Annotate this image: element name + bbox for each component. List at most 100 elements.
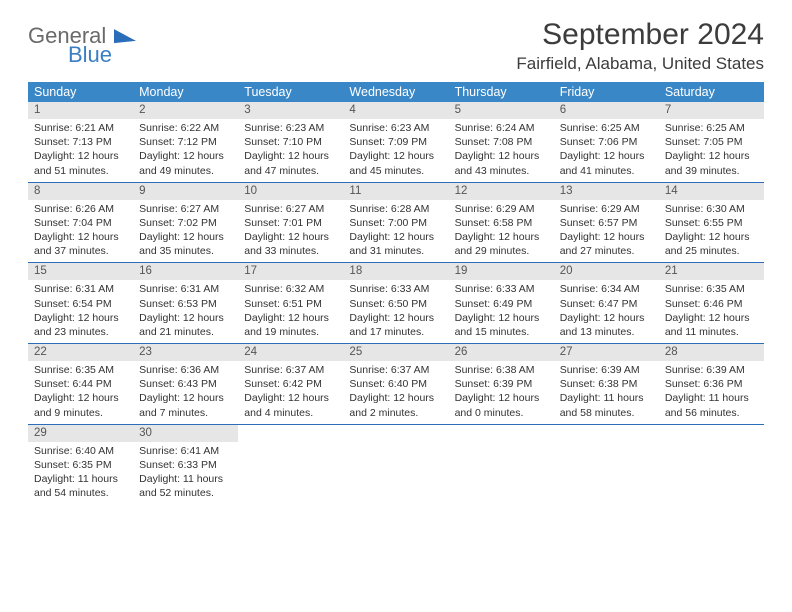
daylight-text-2: and 51 minutes.	[34, 164, 127, 178]
sunset-text: Sunset: 7:06 PM	[560, 135, 653, 149]
daylight-text-2: and 9 minutes.	[34, 406, 127, 420]
daylight-text-1: Daylight: 12 hours	[665, 149, 758, 163]
day-cell	[554, 425, 659, 505]
daylight-text-1: Daylight: 12 hours	[349, 391, 442, 405]
day-cell: 3Sunrise: 6:23 AMSunset: 7:10 PMDaylight…	[238, 102, 343, 182]
daylight-text-2: and 31 minutes.	[349, 244, 442, 258]
day-cell: 22Sunrise: 6:35 AMSunset: 6:44 PMDayligh…	[28, 344, 133, 424]
sunset-text: Sunset: 6:50 PM	[349, 297, 442, 311]
sunrise-text: Sunrise: 6:38 AM	[455, 363, 548, 377]
day-info: Sunrise: 6:39 AMSunset: 6:38 PMDaylight:…	[554, 361, 659, 424]
sunset-text: Sunset: 6:55 PM	[665, 216, 758, 230]
day-cell: 7Sunrise: 6:25 AMSunset: 7:05 PMDaylight…	[659, 102, 764, 182]
day-number: 30	[133, 425, 238, 442]
daylight-text-1: Daylight: 11 hours	[665, 391, 758, 405]
day-info: Sunrise: 6:28 AMSunset: 7:00 PMDaylight:…	[343, 200, 448, 263]
day-number: 12	[449, 183, 554, 200]
sunrise-text: Sunrise: 6:21 AM	[34, 121, 127, 135]
daylight-text-1: Daylight: 12 hours	[455, 230, 548, 244]
daylight-text-1: Daylight: 12 hours	[349, 149, 442, 163]
day-cell: 6Sunrise: 6:25 AMSunset: 7:06 PMDaylight…	[554, 102, 659, 182]
day-number: 29	[28, 425, 133, 442]
sunrise-text: Sunrise: 6:28 AM	[349, 202, 442, 216]
weekday-header: Monday	[133, 82, 238, 102]
weekday-header: Saturday	[659, 82, 764, 102]
daylight-text-2: and 41 minutes.	[560, 164, 653, 178]
daylight-text-1: Daylight: 12 hours	[455, 391, 548, 405]
calendar-page: General Blue September 2024 Fairfield, A…	[0, 0, 792, 522]
day-info: Sunrise: 6:29 AMSunset: 6:58 PMDaylight:…	[449, 200, 554, 263]
day-info	[449, 442, 554, 500]
day-info: Sunrise: 6:23 AMSunset: 7:10 PMDaylight:…	[238, 119, 343, 182]
day-info: Sunrise: 6:33 AMSunset: 6:50 PMDaylight:…	[343, 280, 448, 343]
daylight-text-2: and 49 minutes.	[139, 164, 232, 178]
day-number: 28	[659, 344, 764, 361]
day-number: 11	[343, 183, 448, 200]
sunrise-text: Sunrise: 6:26 AM	[34, 202, 127, 216]
day-info: Sunrise: 6:37 AMSunset: 6:42 PMDaylight:…	[238, 361, 343, 424]
daylight-text-1: Daylight: 12 hours	[139, 230, 232, 244]
daylight-text-1: Daylight: 12 hours	[34, 391, 127, 405]
daylight-text-1: Daylight: 12 hours	[244, 391, 337, 405]
day-number: 22	[28, 344, 133, 361]
day-info: Sunrise: 6:35 AMSunset: 6:44 PMDaylight:…	[28, 361, 133, 424]
weekday-header-row: Sunday Monday Tuesday Wednesday Thursday…	[28, 82, 764, 102]
day-info: Sunrise: 6:24 AMSunset: 7:08 PMDaylight:…	[449, 119, 554, 182]
day-info: Sunrise: 6:38 AMSunset: 6:39 PMDaylight:…	[449, 361, 554, 424]
day-number: 18	[343, 263, 448, 280]
day-info: Sunrise: 6:32 AMSunset: 6:51 PMDaylight:…	[238, 280, 343, 343]
sunset-text: Sunset: 7:13 PM	[34, 135, 127, 149]
day-cell: 13Sunrise: 6:29 AMSunset: 6:57 PMDayligh…	[554, 183, 659, 263]
daylight-text-1: Daylight: 12 hours	[665, 230, 758, 244]
sunrise-text: Sunrise: 6:33 AM	[349, 282, 442, 296]
sunset-text: Sunset: 6:43 PM	[139, 377, 232, 391]
daylight-text-1: Daylight: 11 hours	[139, 472, 232, 486]
weekday-header: Wednesday	[343, 82, 448, 102]
day-number: 19	[449, 263, 554, 280]
day-cell: 25Sunrise: 6:37 AMSunset: 6:40 PMDayligh…	[343, 344, 448, 424]
day-cell: 23Sunrise: 6:36 AMSunset: 6:43 PMDayligh…	[133, 344, 238, 424]
sunset-text: Sunset: 6:57 PM	[560, 216, 653, 230]
sunrise-text: Sunrise: 6:35 AM	[34, 363, 127, 377]
day-info: Sunrise: 6:25 AMSunset: 7:06 PMDaylight:…	[554, 119, 659, 182]
daylight-text-2: and 19 minutes.	[244, 325, 337, 339]
day-info: Sunrise: 6:29 AMSunset: 6:57 PMDaylight:…	[554, 200, 659, 263]
day-number: 13	[554, 183, 659, 200]
sunset-text: Sunset: 7:08 PM	[455, 135, 548, 149]
daylight-text-2: and 17 minutes.	[349, 325, 442, 339]
daylight-text-2: and 35 minutes.	[139, 244, 232, 258]
sunrise-text: Sunrise: 6:36 AM	[139, 363, 232, 377]
calendar-grid: Sunday Monday Tuesday Wednesday Thursday…	[28, 82, 764, 504]
day-cell: 17Sunrise: 6:32 AMSunset: 6:51 PMDayligh…	[238, 263, 343, 343]
sunrise-text: Sunrise: 6:30 AM	[665, 202, 758, 216]
daylight-text-2: and 13 minutes.	[560, 325, 653, 339]
sunrise-text: Sunrise: 6:23 AM	[244, 121, 337, 135]
day-info: Sunrise: 6:23 AMSunset: 7:09 PMDaylight:…	[343, 119, 448, 182]
day-info: Sunrise: 6:40 AMSunset: 6:35 PMDaylight:…	[28, 442, 133, 505]
daylight-text-2: and 7 minutes.	[139, 406, 232, 420]
page-title: September 2024	[516, 18, 764, 52]
daylight-text-2: and 58 minutes.	[560, 406, 653, 420]
day-number	[659, 425, 764, 442]
day-cell: 18Sunrise: 6:33 AMSunset: 6:50 PMDayligh…	[343, 263, 448, 343]
day-cell	[449, 425, 554, 505]
day-cell: 29Sunrise: 6:40 AMSunset: 6:35 PMDayligh…	[28, 425, 133, 505]
day-info: Sunrise: 6:33 AMSunset: 6:49 PMDaylight:…	[449, 280, 554, 343]
sunset-text: Sunset: 7:04 PM	[34, 216, 127, 230]
daylight-text-2: and 43 minutes.	[455, 164, 548, 178]
weekday-header: Sunday	[28, 82, 133, 102]
day-number: 1	[28, 102, 133, 119]
sunset-text: Sunset: 6:58 PM	[455, 216, 548, 230]
daylight-text-2: and 52 minutes.	[139, 486, 232, 500]
day-number: 26	[449, 344, 554, 361]
day-number: 7	[659, 102, 764, 119]
day-number: 25	[343, 344, 448, 361]
daylight-text-1: Daylight: 12 hours	[139, 149, 232, 163]
day-cell: 1Sunrise: 6:21 AMSunset: 7:13 PMDaylight…	[28, 102, 133, 182]
day-number	[449, 425, 554, 442]
sunrise-text: Sunrise: 6:27 AM	[139, 202, 232, 216]
daylight-text-2: and 45 minutes.	[349, 164, 442, 178]
day-number: 14	[659, 183, 764, 200]
sunrise-text: Sunrise: 6:35 AM	[665, 282, 758, 296]
week-row: 1 Sunrise: 6:21 AMSunset: 7:13 PM Daylight…	[28, 102, 764, 183]
